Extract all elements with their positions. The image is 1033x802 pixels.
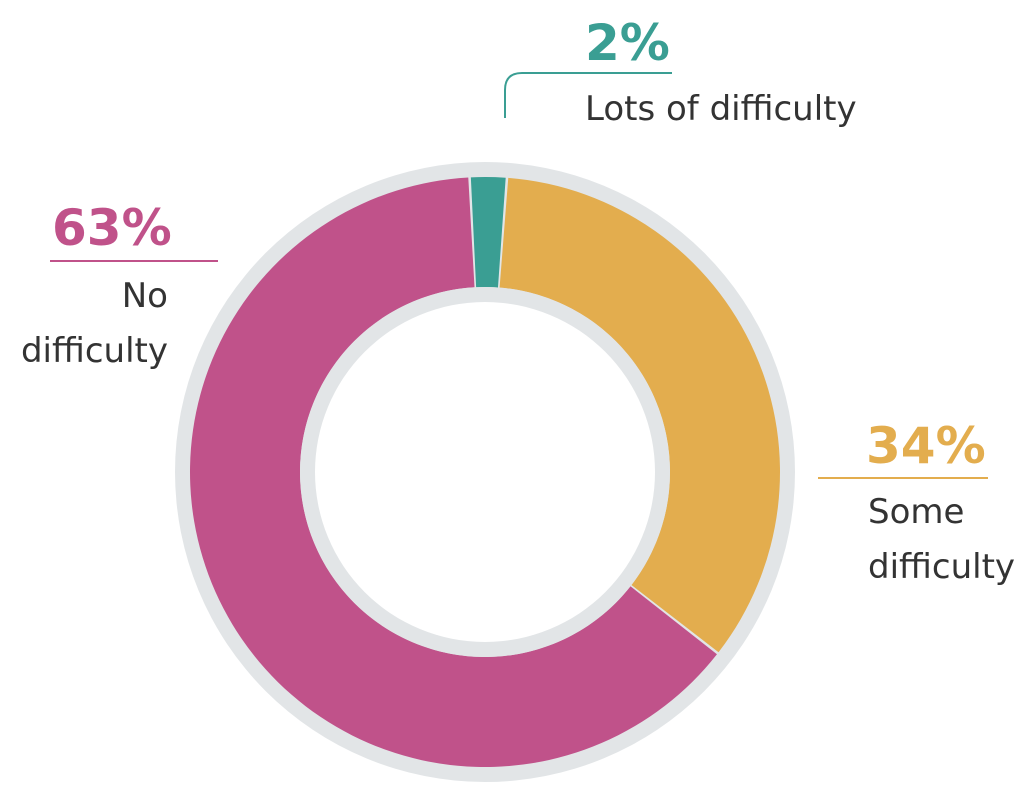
value-label-some-difficulty: 34% xyxy=(866,417,986,475)
pie-slice-lots-of-difficulty xyxy=(470,177,506,288)
category-label-no-difficulty: No xyxy=(122,276,168,316)
category-label-no-difficulty-line2: difficulty xyxy=(21,331,168,371)
slices-group xyxy=(190,177,780,768)
value-label-no-difficulty: 63% xyxy=(52,199,172,257)
value-label-lots-of-difficulty: 2% xyxy=(585,14,670,72)
pie-slice-some-difficulty xyxy=(499,177,780,653)
center-hole xyxy=(315,302,655,642)
category-label-some-difficulty: Some xyxy=(868,492,964,532)
category-label-lots-of-difficulty: Lots of difficulty xyxy=(585,89,857,129)
pie-slice-no-difficulty xyxy=(190,177,717,768)
leader-line-lots-of-difficulty xyxy=(504,72,672,118)
category-label-some-difficulty-line2: difficulty xyxy=(868,547,1015,587)
